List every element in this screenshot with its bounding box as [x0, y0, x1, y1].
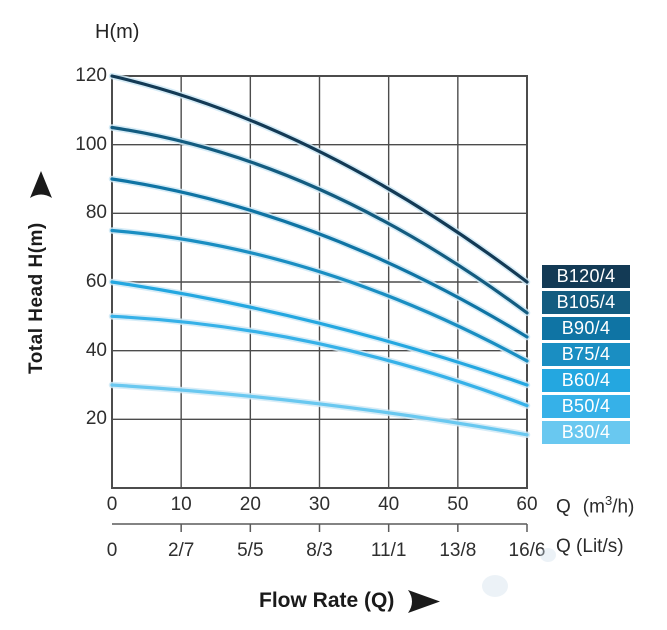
x-axis-unit-m3h: Q (m3/h) [556, 493, 634, 518]
up-arrow-icon [30, 171, 52, 198]
x-tick-lits-13/8: 13/8 [439, 540, 477, 561]
y-tick-label-40: 40 [85, 339, 107, 361]
x-tick-m3h-10: 10 [170, 494, 192, 515]
x-tick-m3h-60: 60 [516, 494, 538, 515]
x-tick-lits-0: 0 [106, 540, 118, 561]
y-tick-label-80: 80 [85, 202, 107, 224]
x-tick-lits-5/5: 5/5 [237, 540, 264, 561]
y-axis-unit-label: H(m) [95, 21, 140, 43]
x-tick-m3h-50: 50 [447, 494, 469, 515]
unit-q: Q [556, 496, 571, 518]
curve-B90/4 [110, 177, 529, 339]
curve-B105/4 [110, 125, 529, 315]
unit-sup: 3 [604, 493, 613, 508]
unit-close: /h) [612, 496, 635, 518]
y-tick-label-60: 60 [85, 271, 107, 292]
x-axis-unit-lits: Q (Lit/s) [556, 536, 624, 557]
legend-item-B105/4: B105/4 [542, 291, 630, 314]
x-tick-lits-11/1: 11/1 [370, 540, 407, 561]
legend: B120/4 B105/4 B90/4 B75/4 B60/4 B50/4 B30/4 [542, 265, 630, 444]
curve-B60/4 [110, 280, 529, 387]
x-tick-m3h-0: 0 [106, 494, 118, 515]
legend-item-B90/4: B90/4 [542, 317, 630, 340]
x-tick-m3h-40: 40 [378, 494, 400, 515]
watermark-artifact [482, 575, 508, 597]
x-axis-title-text: Flow Rate (Q) [259, 589, 395, 612]
y-tick-label-20: 20 [85, 408, 107, 430]
x-tick-m3h-20: 20 [239, 494, 261, 515]
legend-item-B120/4: B120/4 [542, 265, 630, 288]
y-axis-title: Total Head H(m) [26, 222, 47, 374]
legend-item-B30/4: B30/4 [542, 421, 630, 444]
curve-B120/4 [110, 74, 529, 284]
legend-item-B75/4: B75/4 [542, 343, 630, 366]
watermark-artifact [540, 548, 556, 562]
curve-B50/4 [110, 314, 529, 408]
legend-item-B60/4: B60/4 [542, 369, 630, 392]
x-tick-lits-2/7: 2/7 [167, 540, 195, 561]
curve-B75/4 [110, 228, 529, 363]
x-tick-lits-16/6: 16/6 [508, 540, 546, 561]
unit-open: (m [582, 496, 605, 518]
x-tick-m3h-30: 30 [308, 494, 331, 515]
y-tick-label-100: 100 [75, 133, 107, 155]
right-arrow-icon [408, 589, 441, 613]
legend-item-B50/4: B50/4 [542, 395, 630, 418]
x-axis-title: Flow Rate (Q) [259, 589, 441, 613]
x-tick-lits-8/3: 8/3 [306, 540, 333, 561]
y-tick-label-120: 120 [75, 65, 107, 86]
curve-B30/4 [110, 383, 529, 437]
